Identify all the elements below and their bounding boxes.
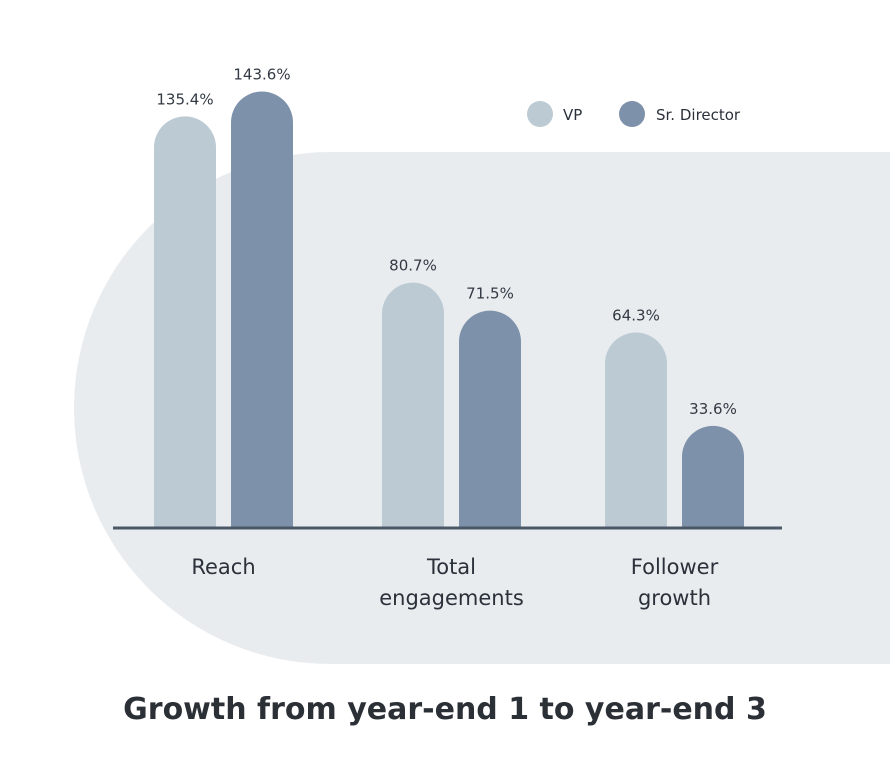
bar-sr-director-0 (231, 91, 293, 528)
chart-title: Growth from year-end 1 to year-end 3 (123, 692, 767, 727)
category-label: Follower (631, 555, 719, 579)
bars-group (154, 91, 744, 528)
category-label: Total (426, 555, 476, 579)
bar-vp-2 (605, 332, 667, 528)
legend: VP Sr. Director (527, 101, 741, 127)
bar-vp-1 (382, 282, 444, 528)
value-label: 64.3% (612, 307, 660, 325)
value-labels-group: 135.4% 143.6% 80.7% 71.5% 64.3% 33.6% (156, 65, 736, 417)
category-label: Reach (191, 555, 255, 579)
category-label: growth (638, 586, 711, 610)
category-label: engagements (379, 586, 524, 610)
bar-sr-director-2 (682, 425, 744, 528)
bar-sr-director-1 (459, 310, 521, 528)
legend-label: VP (563, 106, 582, 124)
legend-label: Sr. Director (656, 106, 741, 124)
bar-chart: 135.4% 143.6% 80.7% 71.5% 64.3% 33.6% Reach To… (74, 65, 890, 664)
bar-vp-0 (154, 116, 216, 528)
value-label: 143.6% (233, 65, 290, 83)
value-label: 135.4% (156, 90, 213, 108)
legend-swatch (527, 101, 553, 127)
value-label: 33.6% (689, 400, 737, 418)
value-label: 80.7% (389, 257, 437, 275)
legend-swatch (619, 101, 645, 127)
value-label: 71.5% (466, 285, 514, 303)
category-labels-group: Reach Total engagements Follower growth (191, 555, 718, 610)
